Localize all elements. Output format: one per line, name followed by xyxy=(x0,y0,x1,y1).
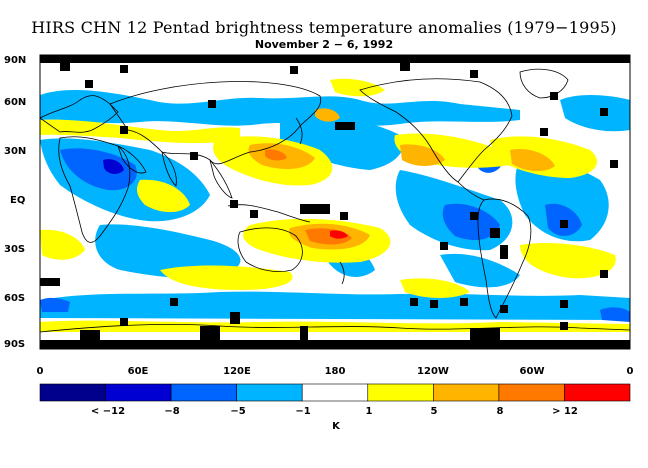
colorbar-swatch xyxy=(433,383,500,402)
coast-greenland xyxy=(519,68,569,99)
coastlines xyxy=(40,68,630,333)
lat-label-eq: EQ xyxy=(10,195,26,206)
colorbar-swatch xyxy=(236,383,303,402)
lon-label-180: 180 xyxy=(324,366,346,377)
lat-label-30n: 30N xyxy=(4,146,27,157)
colorbar-swatch xyxy=(170,383,237,402)
colorbar-swatch xyxy=(39,383,106,402)
coast-north-america xyxy=(359,78,513,183)
positive-anomaly-red xyxy=(330,230,348,239)
colorbar-unit: K xyxy=(332,421,340,432)
colorbar-swatch xyxy=(367,383,434,402)
colorbar-label-4: −1 xyxy=(295,406,311,417)
coast-europe xyxy=(40,95,119,133)
lon-label-120e: 120E xyxy=(223,366,251,377)
colorbar-swatch xyxy=(564,383,631,402)
coast-newzealand xyxy=(339,261,345,285)
coast-asia xyxy=(109,81,322,165)
colorbar xyxy=(39,383,631,402)
lon-label-60w: 60W xyxy=(519,366,545,377)
colorbar-label-8: > 12 xyxy=(552,406,578,417)
coast-south-america xyxy=(477,198,532,319)
colorbar-label-3: −5 xyxy=(230,406,246,417)
coast-india xyxy=(161,151,177,187)
colorbar-label-5: 1 xyxy=(365,406,373,417)
coast-japan xyxy=(295,117,303,145)
negative-anomaly-dark xyxy=(103,159,124,174)
lon-label-0-end: 0 xyxy=(626,366,634,377)
colorbar-label-2: −8 xyxy=(164,406,180,417)
colorbar-swatch xyxy=(301,383,369,402)
lat-label-90n: 90N xyxy=(4,55,27,66)
lon-label-0: 0 xyxy=(36,366,44,377)
lon-label-60e: 60E xyxy=(127,366,149,377)
coast-antarctica xyxy=(40,323,630,333)
coast-australia xyxy=(237,227,303,272)
colorbar-label-1: < −12 xyxy=(90,406,126,417)
lat-label-90s: 90S xyxy=(4,339,26,350)
map-title: HIRS CHN 12 Pentad brightness temperatur… xyxy=(31,18,617,37)
colorbar-swatch xyxy=(105,383,172,402)
missing-data xyxy=(40,55,630,349)
coast-se-asia xyxy=(209,159,233,199)
coast-central-america xyxy=(457,181,485,201)
map-panel xyxy=(40,55,630,349)
coast-indonesia xyxy=(227,204,311,223)
colorbar-label-7: 8 xyxy=(496,406,504,417)
coast-arabia xyxy=(117,145,147,174)
lon-label-120w: 120W xyxy=(417,366,449,377)
lat-label-60n: 60N xyxy=(4,97,27,108)
colorbar-swatch xyxy=(498,383,565,402)
lat-label-60s: 60S xyxy=(4,293,26,304)
lat-label-30s: 30S xyxy=(4,244,26,255)
colorbar-label-6: 5 xyxy=(430,406,438,417)
map-subtitle: November 2 − 6, 1992 xyxy=(254,38,394,51)
